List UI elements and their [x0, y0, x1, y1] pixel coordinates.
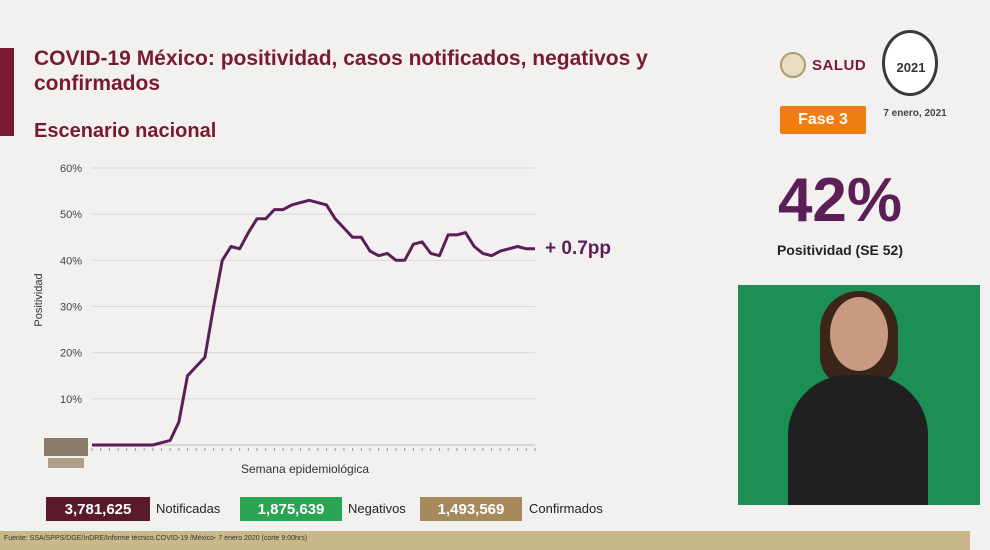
chart-grid: [92, 167, 535, 446]
series-positivity: [92, 198, 535, 447]
salud-logo-text: SALUD: [812, 56, 867, 74]
mexico-2021-year: 2021: [896, 60, 926, 75]
x-axis-label: Semana epidemiológica: [241, 462, 369, 476]
seal-icon: [780, 52, 806, 78]
report-date: 7 enero, 2021: [883, 108, 947, 119]
change-label: + 0.7pp: [545, 238, 611, 259]
salud-logo: SALUD: [780, 52, 866, 78]
stat-confirmados-value: 1,493,569: [420, 497, 522, 521]
stat-negativos-label: Negativos: [348, 501, 406, 516]
stat-notificadas-label: Notificadas: [156, 501, 221, 516]
y-tick-label: 60%: [60, 163, 82, 175]
stat-negativos-value: 1,875,639: [240, 497, 342, 521]
footer-source: Fuente: SSA/SPPS/DGE/InDRE/Informe técni…: [4, 535, 308, 542]
stat-notificadas-value: 3,781,625: [46, 497, 150, 521]
interpreter-body: [788, 375, 928, 505]
footer-bar: [0, 531, 970, 550]
phase-badge: Fase 3: [780, 106, 866, 134]
y-tick-labels: 60% 50% 40% 30% 20% 10%: [60, 163, 82, 406]
sign-language-video: [738, 285, 980, 505]
page-subtitle: Escenario nacional: [34, 120, 217, 142]
page-title: COVID-19 México: positividad, casos noti…: [34, 47, 648, 95]
positivity-value: 42%: [777, 166, 903, 235]
positivity-label: Positividad (SE 52): [776, 242, 904, 258]
mexico-2021-logo: [882, 30, 938, 96]
y-tick-label: 10%: [60, 394, 82, 406]
y-tick-label: 20%: [60, 348, 82, 360]
y-axis-label: Positividad: [33, 273, 45, 326]
y-tick-label: 40%: [60, 255, 82, 267]
y-tick-label: 30%: [60, 302, 82, 314]
positivity-line-chart: 60% 50% 40% 30% 20% 10% Positividad Semana ep…: [33, 163, 536, 476]
y-tick-label: 50%: [60, 209, 82, 221]
series-line-positivity: [92, 198, 535, 447]
mexico-corner-logo: [44, 438, 88, 468]
stat-confirmados-label: Confirmados: [529, 501, 603, 516]
interpreter-head: [830, 297, 888, 371]
x-ticks: [91, 448, 536, 451]
accent-bar: [0, 48, 14, 136]
